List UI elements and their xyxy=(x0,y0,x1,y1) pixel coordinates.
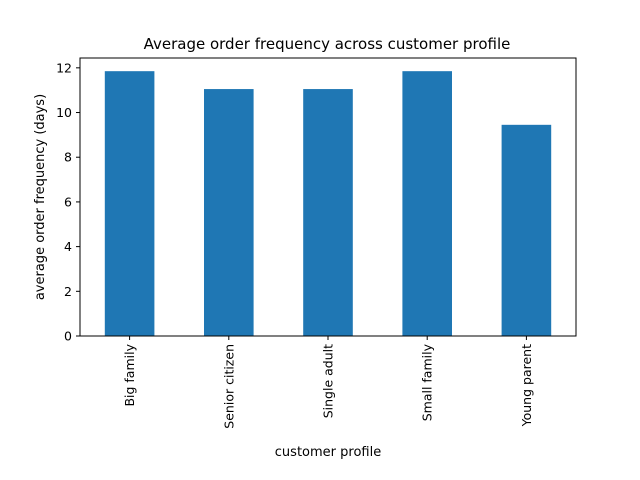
y-tick-label: 10 xyxy=(56,105,72,120)
x-tick-label: Single adult xyxy=(321,344,336,418)
x-tick-label: Small family xyxy=(420,343,435,421)
bar-big-family xyxy=(104,71,155,337)
x-tick-label: Young parent xyxy=(519,344,534,427)
x-axis: Big family Senior citizen Single adult Smal… xyxy=(122,336,534,429)
y-tick-label: 2 xyxy=(64,284,72,299)
y-tick-label: 8 xyxy=(64,150,72,165)
chart-title: Average order frequency across customer … xyxy=(144,35,511,53)
x-tick-label: Big family xyxy=(122,343,137,406)
bar-single-adult xyxy=(303,89,353,336)
y-tick-label: 0 xyxy=(64,329,72,344)
y-tick-label: 6 xyxy=(64,194,72,209)
y-tick-label: 12 xyxy=(56,60,72,75)
bar-senior-citizen xyxy=(204,89,254,336)
y-tick-label: 4 xyxy=(64,239,72,254)
x-axis-label: customer profile xyxy=(275,445,381,460)
bar-young-parent xyxy=(501,124,552,336)
bars-group xyxy=(104,71,552,337)
y-axis: 0 2 4 6 8 10 12 xyxy=(56,60,80,344)
y-axis-label: average order frequency (days) xyxy=(33,94,48,300)
x-tick-label: Senior citizen xyxy=(221,344,236,429)
bar-small-family xyxy=(402,71,452,337)
